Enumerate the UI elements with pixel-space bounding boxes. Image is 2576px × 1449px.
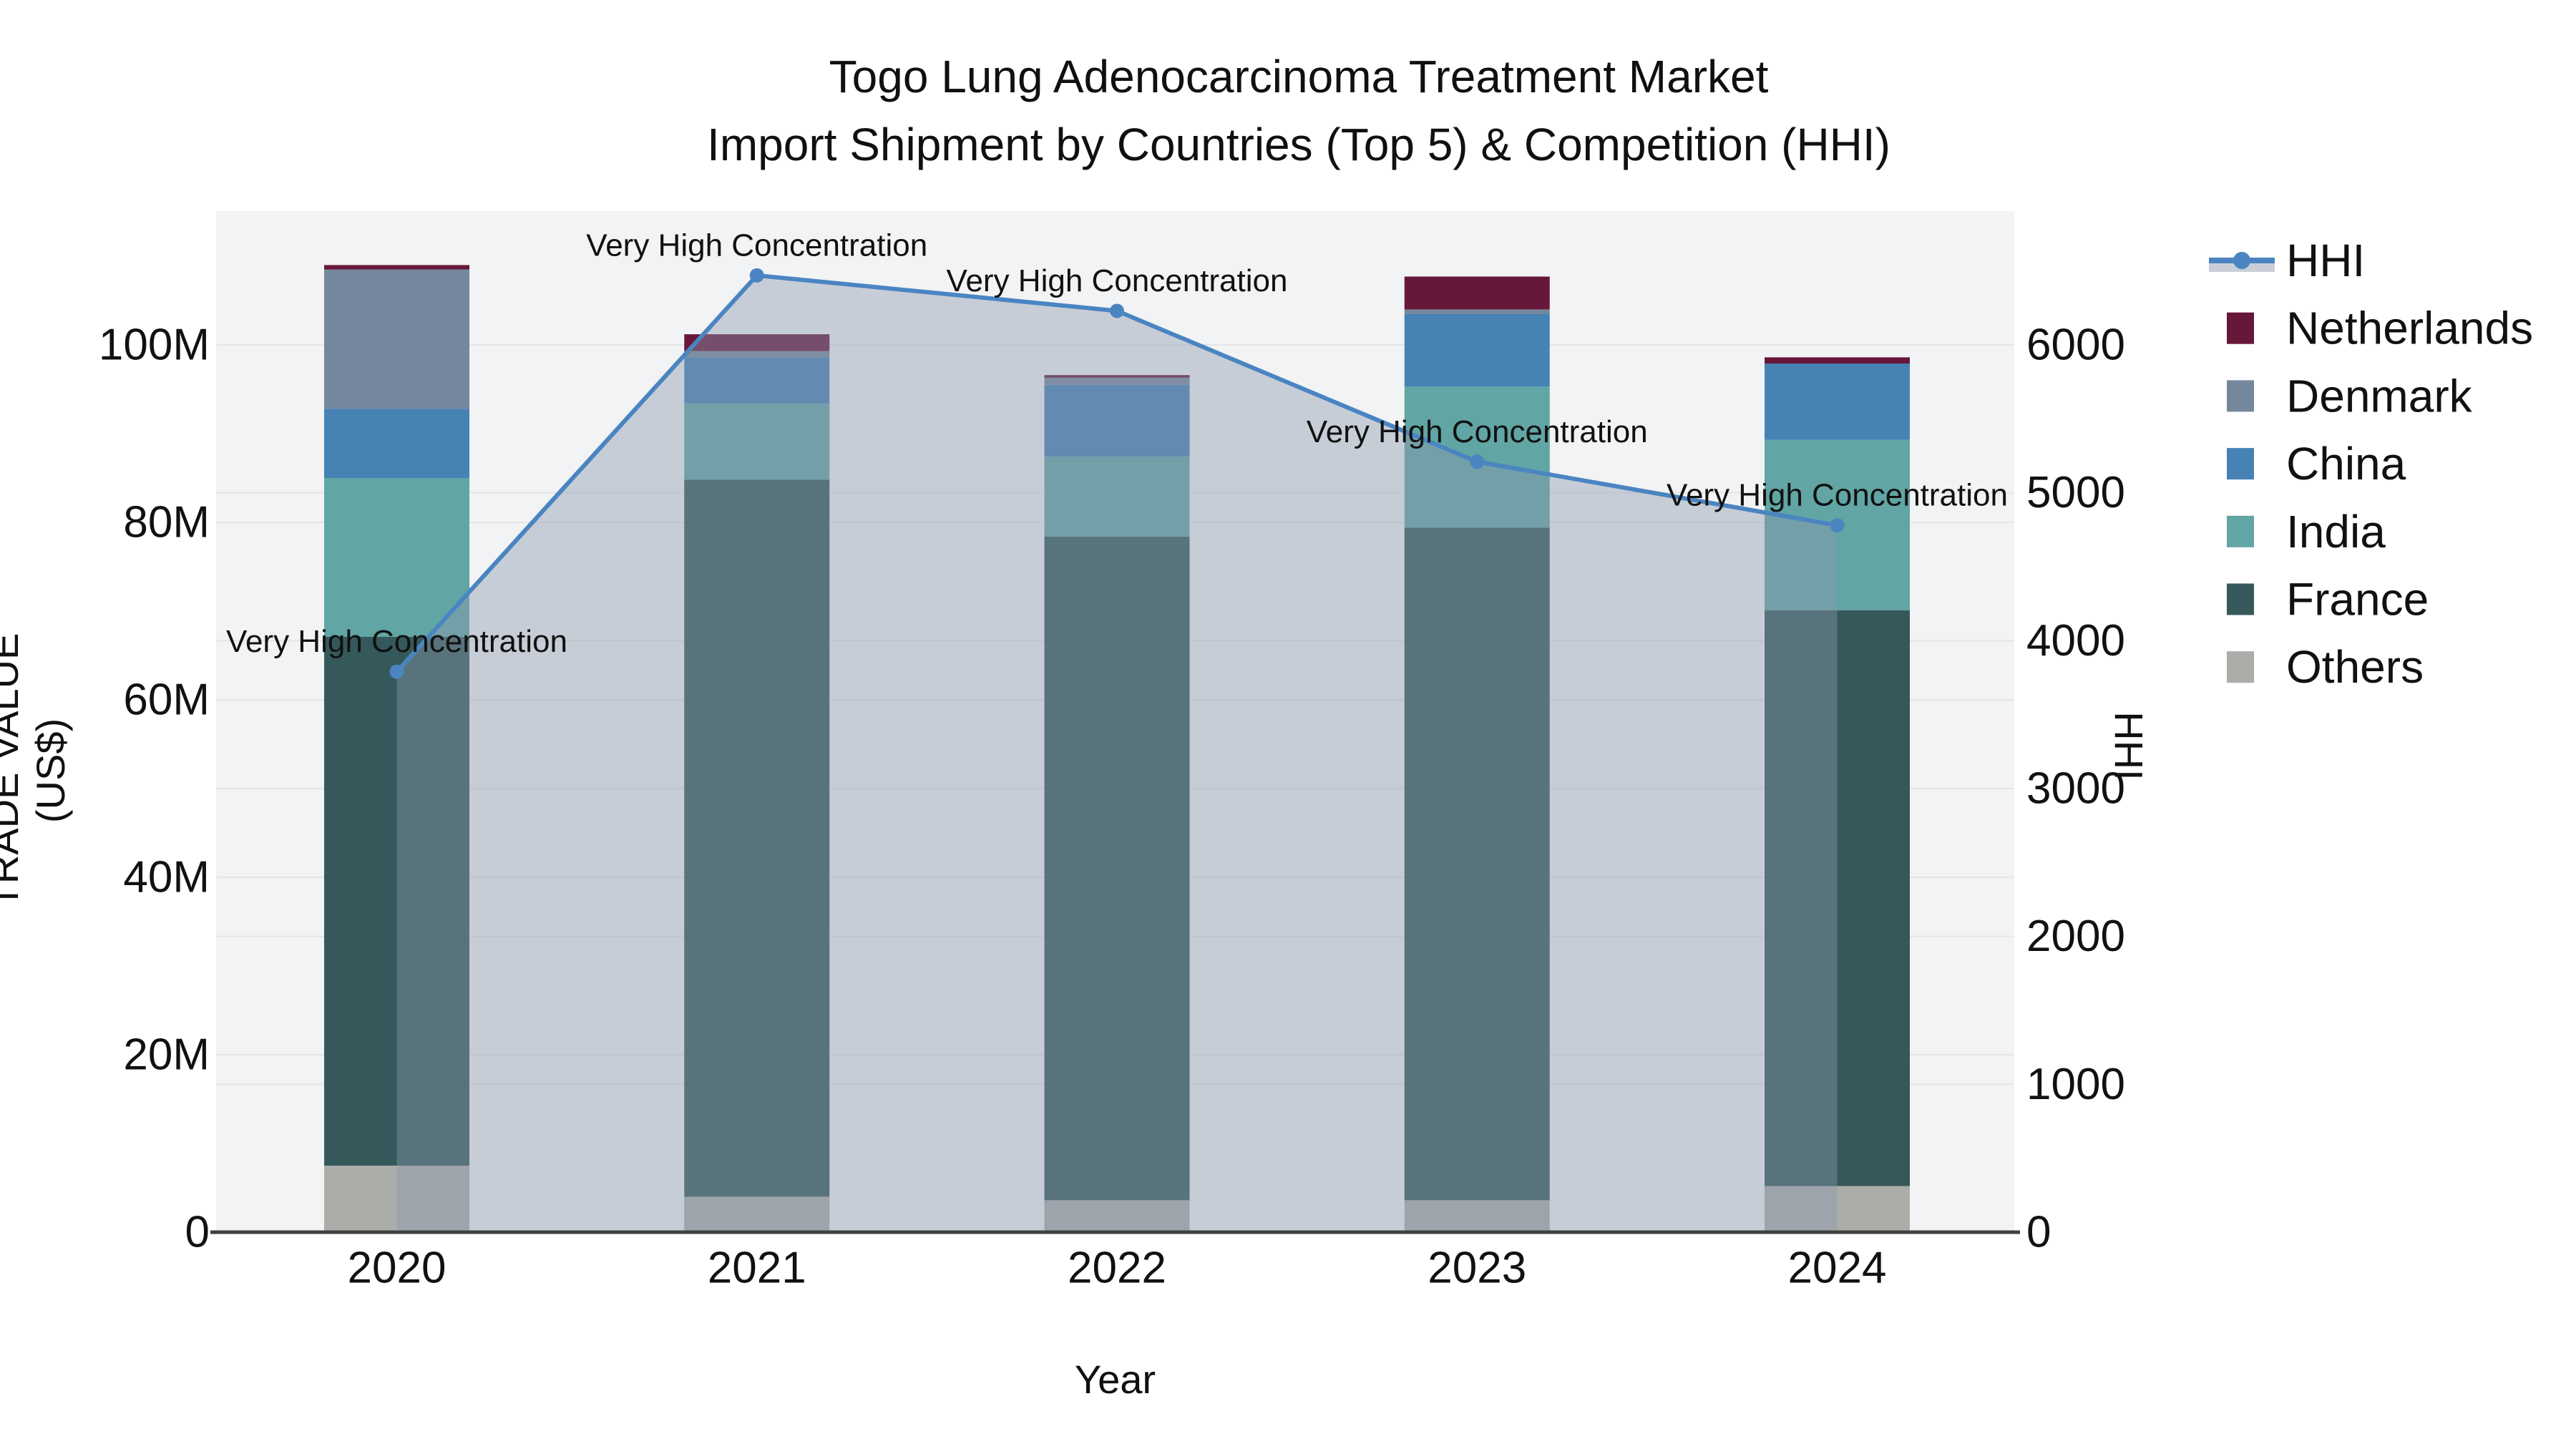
x-tick-2021[interactable]: 2021 <box>708 1244 806 1293</box>
chart-title: Togo Lung Adenocarcinoma Treatment Marke… <box>225 43 2372 179</box>
chart-title-line2: Import Shipment by Countries (Top 5) & C… <box>707 119 1890 170</box>
legend-swatch-others <box>2227 651 2254 683</box>
annotation-2021: Very High Concentration <box>586 228 927 263</box>
y-right-tick-3000: 3000 <box>2026 764 2125 814</box>
bar-segment-china-2021 <box>684 357 830 404</box>
legend-swatch-netherlands <box>2227 312 2254 344</box>
legend-swatch-france <box>2227 583 2254 615</box>
bar-segment-india-2020 <box>324 478 469 637</box>
legend-item-china[interactable]: China <box>2286 438 2406 489</box>
annotation-2022: Very High Concentration <box>947 263 1288 298</box>
y-right-tick-0: 0 <box>2026 1208 2051 1257</box>
legend-item-netherlands[interactable]: Netherlands <box>2286 303 2533 354</box>
annotation-2020: Very High Concentration <box>226 624 567 659</box>
hhi-point-2020 <box>389 664 404 679</box>
bar-segment-denmark-2022 <box>1044 377 1190 385</box>
legend-swatch-china <box>2227 448 2254 480</box>
hhi-point-2021 <box>749 268 764 283</box>
bar-segment-denmark-2020 <box>324 269 469 409</box>
bar-segment-china-2022 <box>1044 384 1190 457</box>
legend-swatch-denmark <box>2227 380 2254 412</box>
legend-item-denmark[interactable]: Denmark <box>2286 370 2473 421</box>
y-right-tick-2000: 2000 <box>2026 912 2125 961</box>
bar-segment-china-2023 <box>1404 313 1550 387</box>
bar-segment-india-2022 <box>1044 457 1190 537</box>
legend-item-hhi[interactable]: HHI <box>2286 235 2365 286</box>
legend-item-india[interactable]: India <box>2286 506 2386 557</box>
annotation-2023: Very High Concentration <box>1307 414 1648 449</box>
bar-segment-china-2024 <box>1765 364 1910 440</box>
y-right-axis-title: HHI <box>2106 711 2152 781</box>
y-left-tick-40M: 40M <box>123 853 210 902</box>
y-left-axis-title: TRADE VALUE (US$) <box>0 633 73 909</box>
legend-item-france[interactable]: France <box>2286 574 2429 625</box>
x-tick-2024[interactable]: 2024 <box>1788 1244 1887 1293</box>
y-left-tick-80M: 80M <box>123 498 210 547</box>
y-right-tick-6000: 6000 <box>2026 321 2125 370</box>
x-axis-title: Year <box>1074 1357 1156 1402</box>
bar-segment-france-2024 <box>1765 610 1910 1186</box>
y-right-tick-5000: 5000 <box>2026 468 2125 517</box>
annotation-2024: Very High Concentration <box>1667 478 2008 513</box>
bar-segment-others-2021 <box>684 1196 830 1232</box>
hhi-point-2024 <box>1830 518 1845 533</box>
bar-segment-netherlands-2024 <box>1765 357 1910 364</box>
legend-hhi-marker-icon <box>2233 252 2250 269</box>
x-tick-2022[interactable]: 2022 <box>1068 1244 1166 1293</box>
hhi-area-fill <box>396 275 1838 1232</box>
bar-segment-denmark-2023 <box>1404 309 1550 314</box>
legend-swatch-india <box>2227 515 2254 547</box>
hhi-point-2022 <box>1110 303 1124 318</box>
bar-segment-france-2023 <box>1404 527 1550 1201</box>
bar-segment-others-2024 <box>1765 1186 1910 1232</box>
bar-segment-france-2020 <box>324 636 469 1166</box>
y-left-tick-0: 0 <box>185 1208 210 1257</box>
bar-segment-netherlands-2021 <box>684 334 830 351</box>
bar-segment-china-2020 <box>324 409 469 478</box>
bar-segment-france-2021 <box>684 479 830 1197</box>
bar-segment-france-2022 <box>1044 536 1190 1201</box>
y-right-tick-1000: 1000 <box>2026 1060 2125 1109</box>
bar-segment-netherlands-2022 <box>1044 375 1190 378</box>
bar-segment-others-2020 <box>324 1166 469 1232</box>
y-right-tick-4000: 4000 <box>2026 616 2125 665</box>
y-left-tick-60M: 60M <box>123 675 210 725</box>
y-left-tick-100M: 100M <box>99 321 210 370</box>
bar-segment-others-2023 <box>1404 1200 1550 1232</box>
bar-segment-denmark-2021 <box>684 351 830 358</box>
legend-item-others[interactable]: Others <box>2286 641 2424 693</box>
hhi-point-2023 <box>1470 454 1485 469</box>
bar-segment-netherlands-2020 <box>324 265 469 270</box>
x-tick-2020[interactable]: 2020 <box>348 1244 447 1293</box>
y-left-tick-20M: 20M <box>123 1030 210 1080</box>
chart-title-line1: Togo Lung Adenocarcinoma Treatment Marke… <box>829 51 1769 102</box>
x-tick-2023[interactable]: 2023 <box>1428 1244 1526 1293</box>
bar-segment-netherlands-2023 <box>1404 276 1550 310</box>
bar-segment-others-2022 <box>1044 1200 1190 1232</box>
bar-segment-india-2021 <box>684 403 830 480</box>
